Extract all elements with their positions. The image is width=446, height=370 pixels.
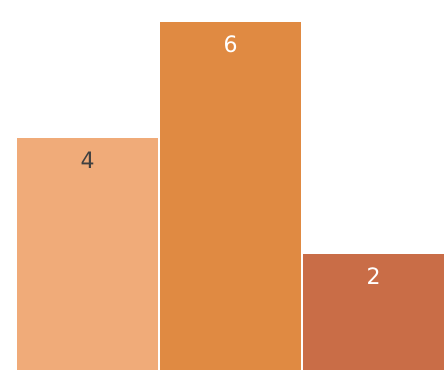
data-label-1: 4 xyxy=(81,149,95,174)
data-label-2: 6 xyxy=(224,33,238,58)
bar-3 xyxy=(303,254,444,370)
bars-group xyxy=(17,22,444,370)
data-label-3: 2 xyxy=(367,265,381,290)
data-labels-group: 4 6 2 xyxy=(81,33,381,290)
bar-1 xyxy=(17,138,158,370)
bar-2 xyxy=(160,22,301,370)
